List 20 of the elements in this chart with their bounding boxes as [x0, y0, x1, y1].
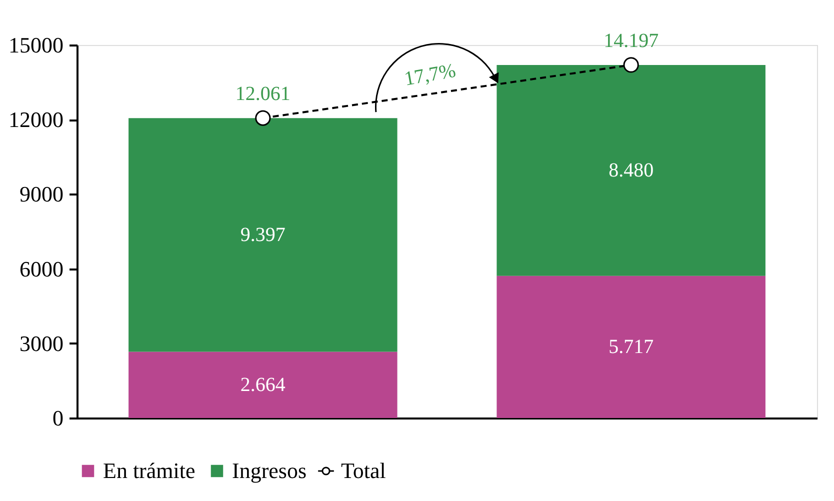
data-label: 5.717 — [608, 336, 654, 358]
bar — [128, 352, 398, 418]
y-tick-label: 3000 — [20, 330, 64, 356]
legend-label: Ingresos — [232, 458, 307, 483]
bar — [128, 118, 398, 352]
legend-label: En trámite — [103, 458, 196, 483]
y-tick-label: 12000 — [8, 107, 64, 132]
data-label: 2.664 — [240, 374, 286, 396]
bar — [496, 276, 766, 418]
y-tick-label: 6000 — [20, 256, 64, 282]
y-tick-label: 9000 — [20, 182, 64, 207]
y-tick-label: 0 — [52, 406, 64, 430]
data-label: 14.197 — [604, 30, 659, 52]
annotation: 17,7% — [402, 60, 458, 90]
bar — [496, 64, 766, 276]
data-label: 9.397 — [240, 224, 286, 246]
legend-label: Total — [341, 458, 386, 483]
y-tick-label: 15000 — [8, 32, 64, 58]
data-label: 8.480 — [608, 159, 654, 182]
data-label: 12.061 — [235, 83, 290, 106]
